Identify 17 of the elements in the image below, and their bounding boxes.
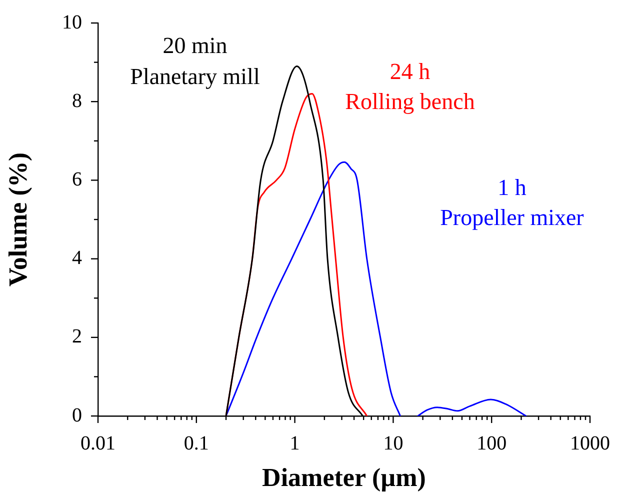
- x-tick-label: 100: [476, 432, 507, 454]
- text: 1 h Propeller mixer: [440, 175, 584, 230]
- y-axis-title: Volume (%): [3, 152, 32, 287]
- y-tick-label: 8: [72, 90, 82, 112]
- x-tick-label: 1: [290, 432, 300, 454]
- series-label: 24 h Rolling bench: [345, 59, 476, 114]
- y-tick-label: 10: [62, 11, 82, 34]
- y-tick-label: 6: [72, 168, 82, 190]
- series-label: 20 min Planetary mill: [130, 33, 260, 90]
- x-tick-label: 0.1: [184, 432, 209, 454]
- y-tick-label: 2: [72, 326, 82, 348]
- x-tick-label: 10: [383, 432, 404, 454]
- x-tick-label: 0.01: [80, 432, 116, 454]
- x-tick-label: 1000: [570, 432, 610, 454]
- y-tick-label: 4: [72, 247, 82, 270]
- x-axis-title: Diameter (µm): [262, 463, 426, 492]
- y-tick-label: 0: [72, 404, 82, 426]
